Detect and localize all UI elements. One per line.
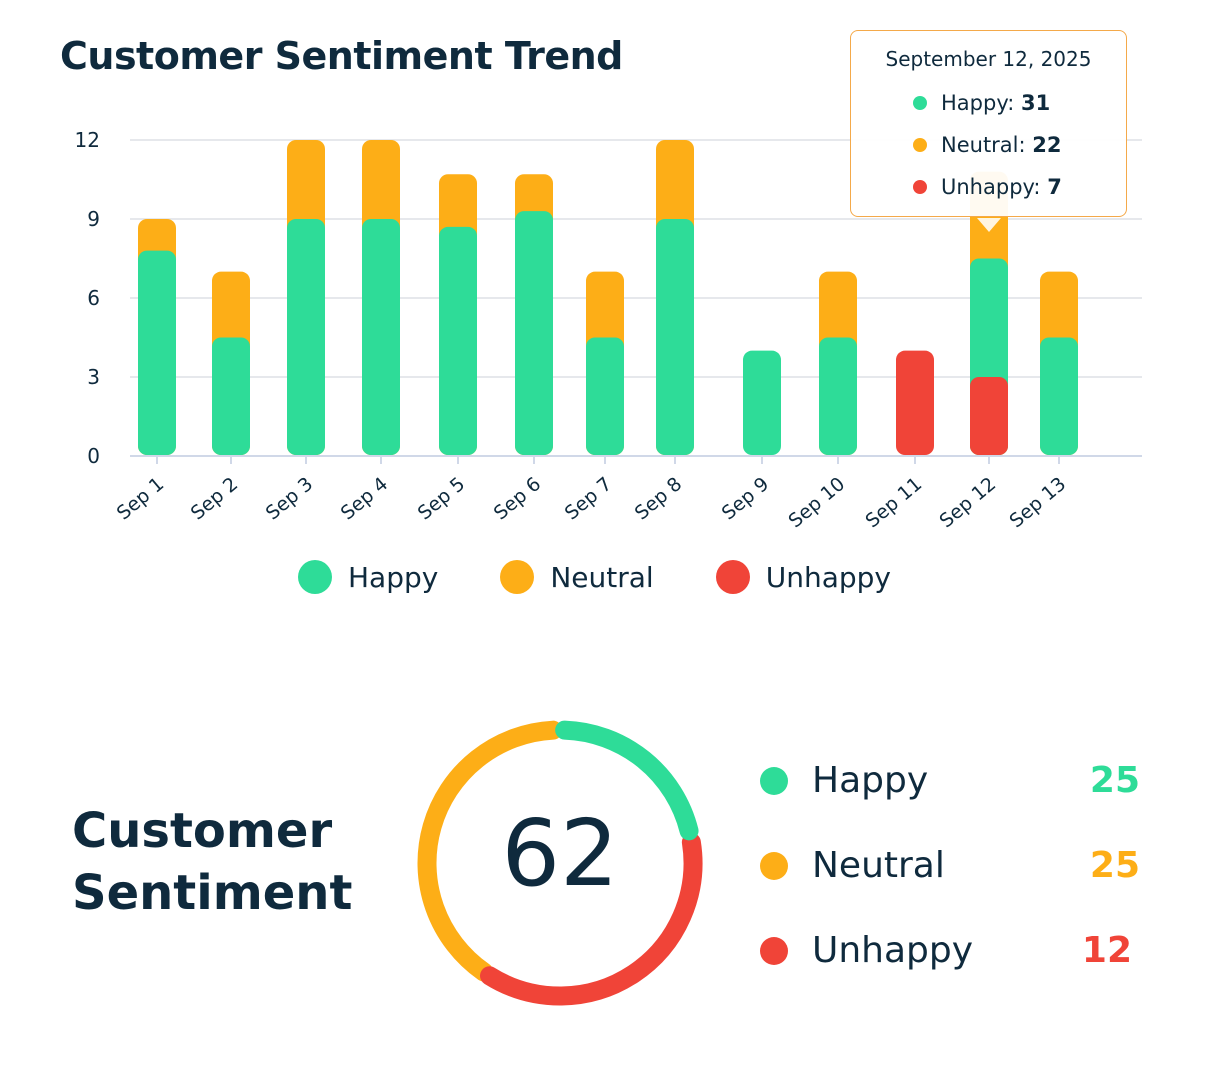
tooltip-date: September 12, 2025	[885, 47, 1092, 71]
y-tick-label: 9	[87, 207, 100, 231]
x-tick-label: Sep 2	[187, 473, 242, 525]
y-tick-label: 6	[87, 286, 100, 310]
bar-happy[interactable]	[1040, 337, 1078, 456]
y-tick-label: 0	[87, 444, 100, 468]
neutral-dot-icon	[500, 560, 535, 594]
bar-happy[interactable]	[439, 226, 477, 455]
chart-title: Customer Sentiment Trend	[60, 34, 623, 78]
neutral-dot-icon	[760, 851, 788, 880]
x-tick-label: Sep 10	[784, 473, 849, 532]
neutral-dot-icon	[913, 138, 927, 152]
tooltip-value: 31	[1020, 91, 1051, 115]
x-tick-label: Sep 8	[631, 473, 686, 525]
bar-happy[interactable]	[212, 337, 250, 456]
y-tick-label: 12	[75, 128, 100, 152]
x-tick-label: Sep 5	[414, 473, 469, 525]
unhappy-dot-icon	[715, 560, 750, 594]
summary-value: 12	[1081, 930, 1132, 971]
x-tick-label: Sep 3	[262, 473, 317, 525]
summary-happy: Happy 25	[760, 760, 1140, 801]
bar-happy[interactable]	[138, 250, 176, 455]
tooltip-row-happy: Happy: 31	[913, 91, 1050, 115]
legend-item-unhappy[interactable]: Unhappy	[715, 560, 891, 594]
tooltip: September 12, 2025 Happy: 31 Neutral: 22…	[850, 30, 1127, 217]
legend-item-neutral[interactable]: Neutral	[500, 560, 654, 594]
tooltip-row-neutral: Neutral: 22	[913, 133, 1062, 157]
legend-label: Unhappy	[765, 560, 891, 594]
summary-label: Happy	[812, 760, 929, 801]
bar-happy[interactable]	[362, 219, 400, 455]
tooltip-label: Happy:	[941, 91, 1015, 115]
summary-label: Unhappy	[812, 930, 974, 971]
chart-legend: Happy Neutral Unhappy	[298, 560, 953, 594]
unhappy-dot-icon	[760, 936, 788, 965]
x-tick-label: Sep 13	[1005, 473, 1070, 532]
x-tick-label: Sep 1	[113, 473, 168, 525]
happy-dot-icon	[298, 560, 332, 594]
unhappy-dot-icon	[913, 180, 927, 194]
sentiment-title: Customer Sentiment	[72, 803, 353, 921]
x-tick-label: Sep 12	[935, 473, 1000, 532]
total-value: 62	[501, 800, 619, 907]
tooltip-label: Neutral:	[941, 133, 1026, 157]
tooltip-label: Unhappy:	[941, 175, 1041, 199]
summary-unhappy: Unhappy 12	[760, 930, 1140, 971]
bar-happy[interactable]	[586, 337, 624, 456]
summary-value: 25	[1089, 845, 1140, 886]
x-tick-label: Sep 7	[561, 473, 616, 525]
bar-happy[interactable]	[656, 219, 694, 455]
x-tick-label: Sep 9	[718, 473, 773, 525]
tooltip-pointer	[977, 218, 1001, 232]
bar-happy[interactable]	[743, 350, 781, 455]
happy-dot-icon	[913, 96, 927, 110]
happy-dot-icon	[760, 766, 788, 795]
tooltip-value: 22	[1032, 133, 1062, 157]
bar-unhappy[interactable]	[896, 350, 934, 455]
x-tick-label: Sep 11	[861, 473, 926, 532]
y-tick-label: 3	[87, 365, 100, 389]
x-tick-label: Sep 6	[490, 473, 545, 525]
bar-unhappy[interactable]	[970, 377, 1008, 455]
legend-label: Neutral	[550, 560, 654, 594]
bar-happy[interactable]	[515, 211, 553, 455]
stacked-bar-chart: 0 3 6 9 12 Sep 1 Sep 2 Sep 3 Sep 4 Sep 5 Sep 6 Sep …	[75, 128, 1142, 532]
bar-happy[interactable]	[287, 219, 325, 455]
tooltip-value: 7	[1047, 175, 1062, 199]
legend-label: Happy	[348, 560, 439, 594]
summary-value: 25	[1089, 760, 1140, 801]
legend-item-happy[interactable]: Happy	[298, 560, 438, 594]
summary-neutral: Neutral 25	[760, 845, 1140, 886]
summary-label: Neutral	[812, 845, 945, 886]
tooltip-row-unhappy: Unhappy: 7	[913, 175, 1062, 199]
x-tick-label: Sep 4	[337, 473, 392, 525]
bar-happy[interactable]	[819, 337, 857, 456]
